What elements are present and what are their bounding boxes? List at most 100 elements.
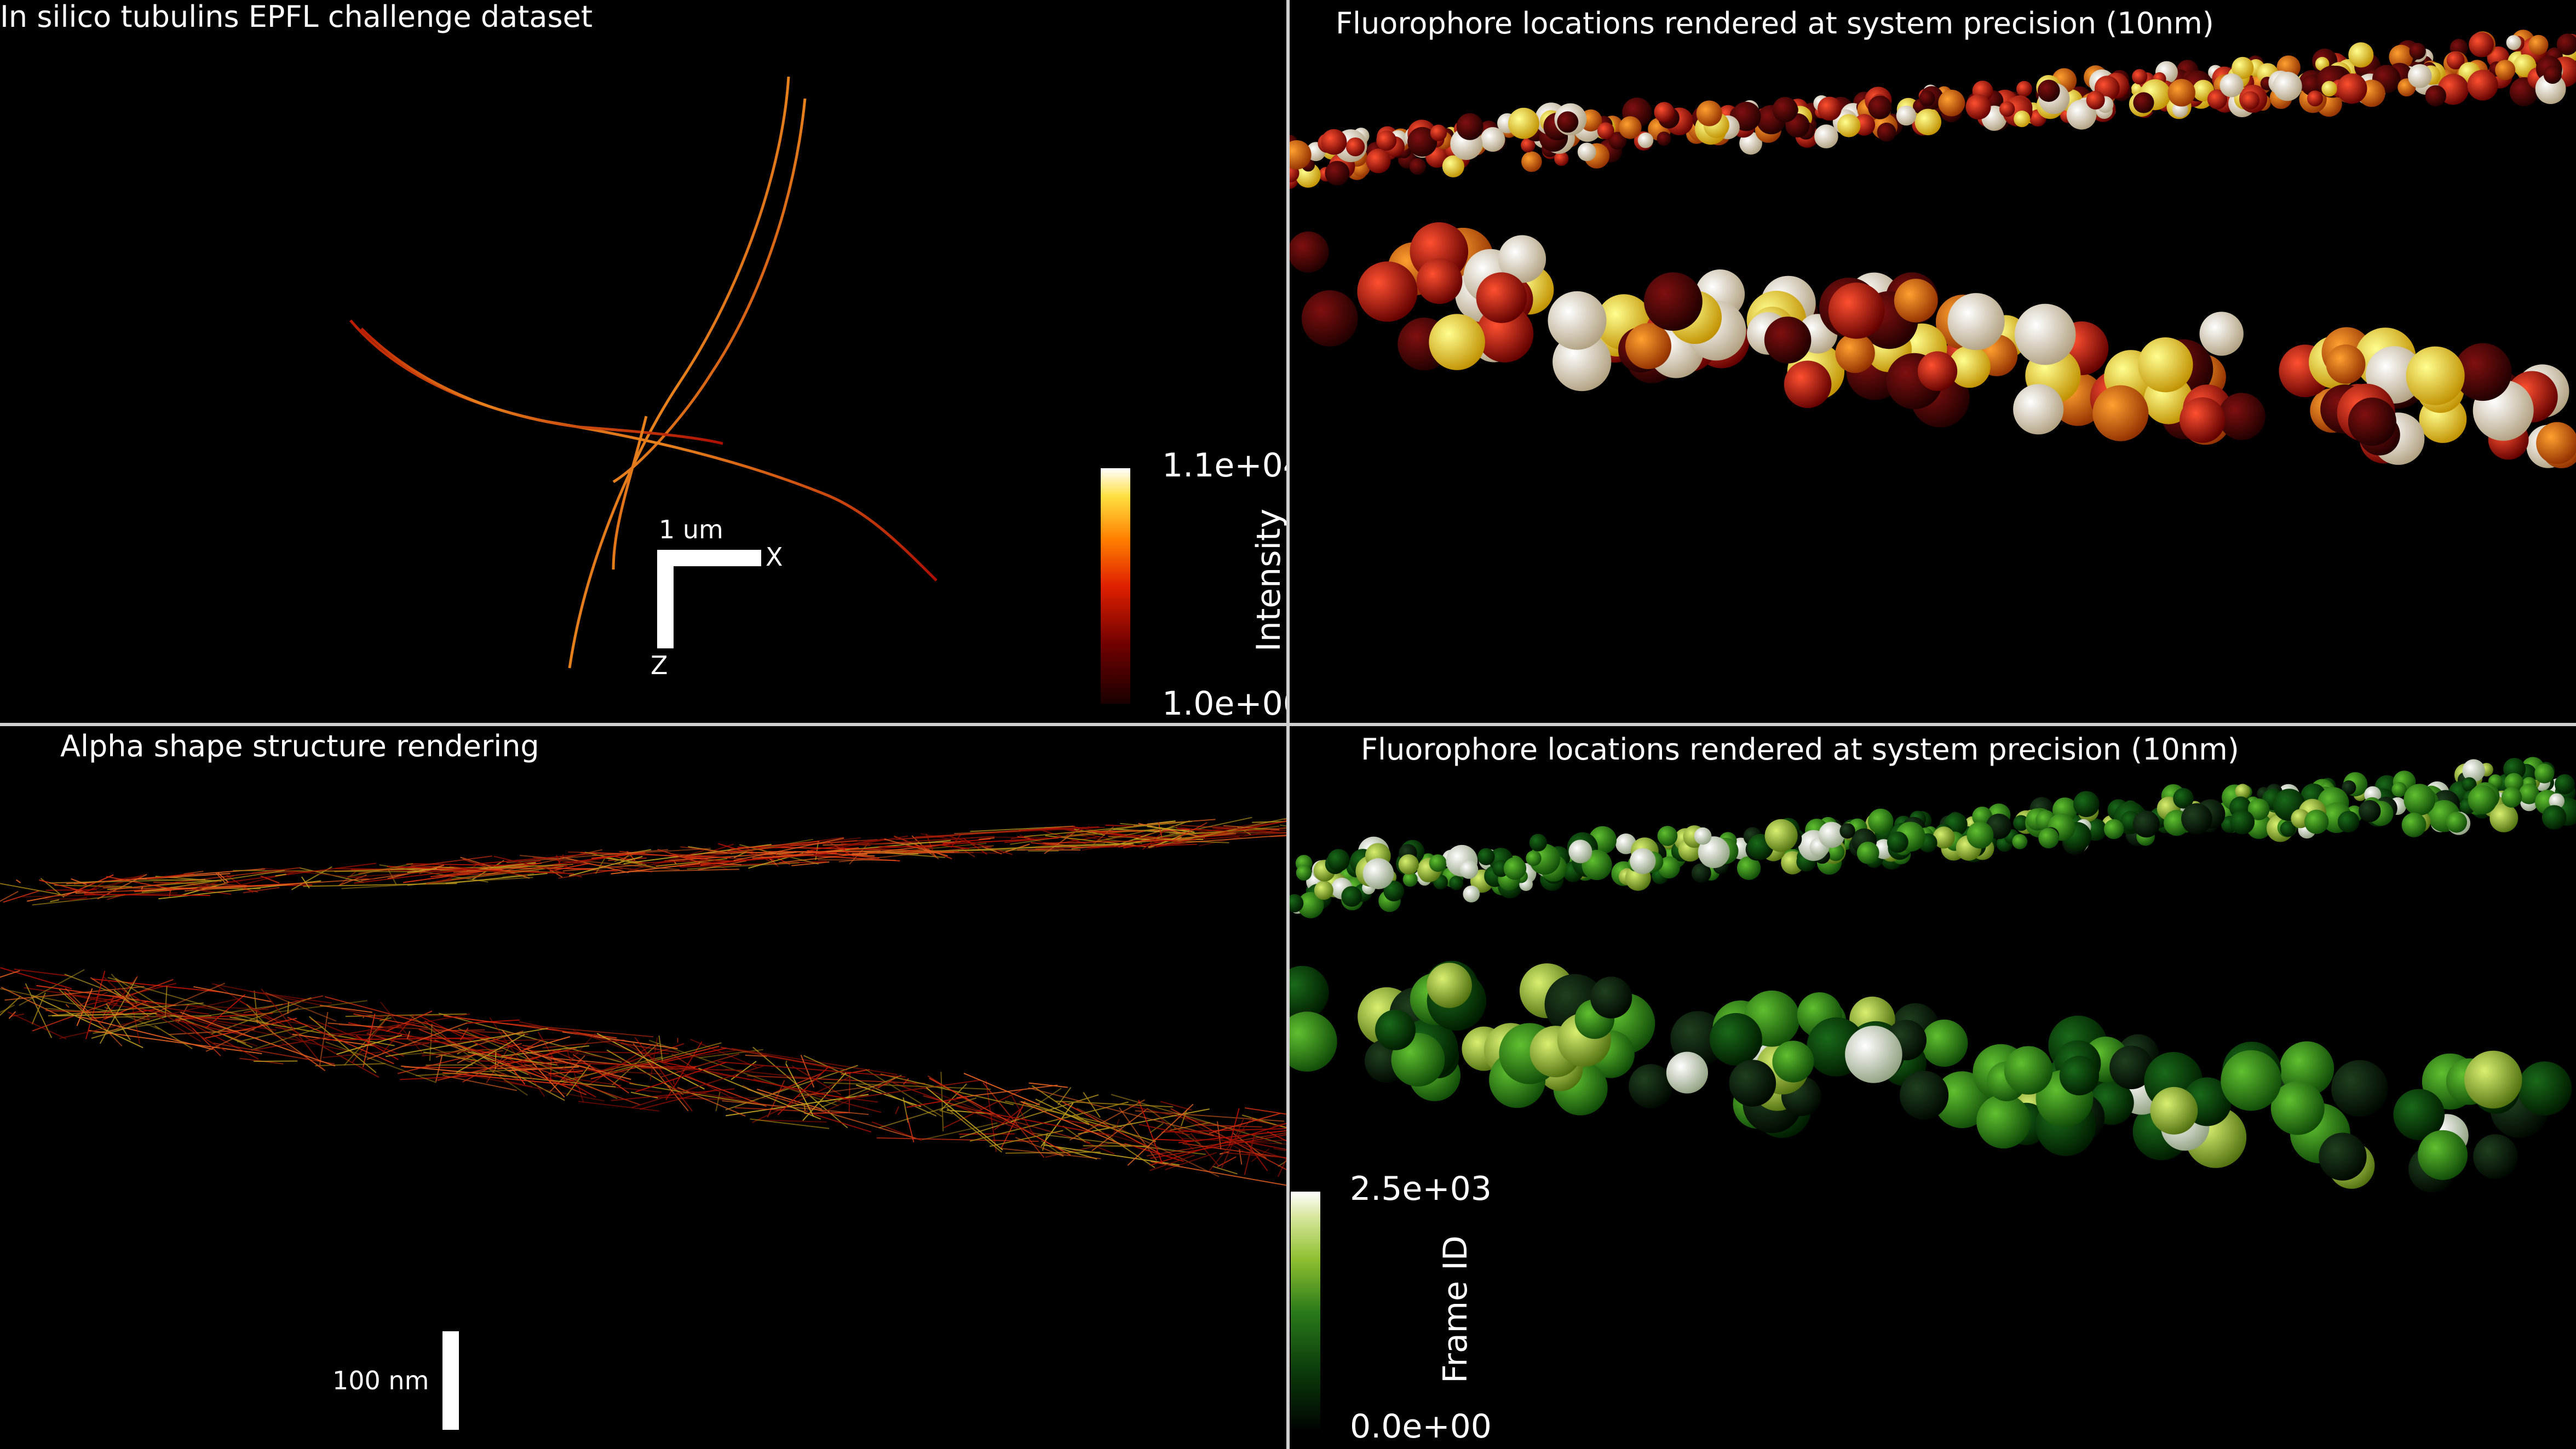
- mesh-edge: [507, 1066, 579, 1072]
- fluorophore-sphere: [1498, 235, 1546, 283]
- mesh-edge: [1078, 1108, 1210, 1135]
- mesh-edge: [339, 871, 357, 886]
- mesh-edge: [823, 1082, 991, 1090]
- fluorophore-sphere: [1402, 872, 1418, 887]
- mesh-edge: [1111, 1118, 1120, 1138]
- mesh-edge: [406, 1031, 411, 1039]
- fluorophore-sphere: [1290, 140, 1312, 170]
- fluorophore-sphere: [1965, 94, 1991, 120]
- fluorophore-sphere: [2321, 81, 2337, 97]
- fluorophore-sphere: [1896, 105, 1917, 126]
- fluorophore-sphere: [1657, 131, 1671, 146]
- fluorophore-sphere: [2467, 70, 2498, 101]
- mesh-edge: [36, 985, 176, 1007]
- mesh-edge: [486, 1021, 654, 1038]
- filament-2: [612, 98, 807, 484]
- mesh-edge: [1010, 824, 1146, 845]
- scale-bar-line: [442, 1331, 459, 1430]
- mesh-edge: [1277, 1158, 1286, 1177]
- fluorophore-sphere: [2556, 33, 2576, 55]
- fluorophore-sphere: [1694, 827, 1712, 845]
- mesh-edge: [757, 1089, 823, 1110]
- mesh-edge: [1209, 832, 1286, 837]
- mesh-edge: [672, 853, 743, 860]
- fluorophore-sphere: [2280, 821, 2296, 837]
- fluorophore-sphere: [1346, 137, 1365, 157]
- mesh-edge: [442, 1072, 578, 1086]
- fluorophore-sphere: [2534, 763, 2555, 784]
- mesh-edge: [672, 1079, 675, 1085]
- fluorophore-sphere: [1297, 892, 1324, 918]
- mesh-edge: [989, 1130, 1063, 1147]
- mesh-edge: [628, 850, 704, 872]
- mesh-edge: [671, 1053, 695, 1070]
- fluorophore-sphere: [2167, 79, 2195, 107]
- fluorophore-sphere: [2232, 56, 2254, 79]
- fluorophore-sphere: [2319, 1132, 2367, 1181]
- fluorophore-sphere: [2337, 73, 2367, 104]
- mesh-edge: [1040, 1102, 1074, 1147]
- fluorophore-sphere: [2389, 44, 2413, 69]
- mesh-edge: [731, 838, 814, 855]
- mesh-edge: [436, 878, 452, 882]
- mesh-edge: [1138, 1124, 1191, 1136]
- fluorophore-sphere: [1290, 965, 1329, 1020]
- mesh-edge: [1102, 833, 1183, 843]
- mesh-edge: [32, 979, 174, 1032]
- mesh-edge: [658, 1035, 664, 1063]
- fluorophore-sphere: [1409, 158, 1427, 175]
- fluorophore-sphere: [2409, 43, 2426, 60]
- panel-title: Fluorophore locations rendered at system…: [1361, 732, 2239, 767]
- mesh-edge: [1054, 1100, 1174, 1108]
- fluorophore-sphere: [1456, 113, 1484, 140]
- mesh-edge: [363, 1013, 376, 1068]
- colorbar-gradient: [1101, 468, 1130, 704]
- fluorophore-sphere: [2401, 813, 2427, 837]
- mesh-edge: [141, 870, 285, 893]
- mesh-edge: [111, 973, 137, 1004]
- fluorophore-sphere: [2230, 809, 2255, 835]
- fluorophore-sphere: [2348, 398, 2396, 446]
- mesh-edge: [906, 1096, 968, 1108]
- mesh-edge: [717, 1061, 906, 1078]
- fluorophore-sphere: [1407, 127, 1438, 157]
- mesh-edge: [922, 1122, 998, 1141]
- fluorophore-sphere: [2221, 1050, 2282, 1111]
- mesh-edge: [162, 1008, 259, 1060]
- mesh-edge: [1181, 1137, 1286, 1145]
- mesh-edge: [1011, 1095, 1034, 1136]
- fluorophore-sphere: [2132, 69, 2148, 85]
- fluorophore-sphere: [1327, 849, 1350, 872]
- fluorophore-sphere: [1729, 1060, 1776, 1107]
- mesh-edge: [397, 1043, 522, 1074]
- mesh-edge: [558, 869, 618, 879]
- x-axis-label: X: [766, 542, 783, 572]
- fluorophore-sphere: [1658, 856, 1680, 879]
- mesh-edge: [0, 996, 21, 1016]
- mesh-edge: [32, 995, 143, 1049]
- mesh-edge: [939, 1109, 953, 1115]
- mesh-edge: [639, 1067, 742, 1071]
- mesh-edge: [408, 1039, 519, 1080]
- mesh-edge: [24, 987, 210, 1015]
- mesh-edge: [680, 846, 726, 853]
- mesh-edge: [174, 1019, 259, 1039]
- mesh-edge: [325, 1041, 437, 1083]
- mesh-edge: [752, 1076, 850, 1123]
- fluorophore-sphere: [1383, 881, 1405, 901]
- mesh-edge: [1021, 1101, 1157, 1142]
- fluorophore-sphere: [1772, 1040, 1814, 1083]
- mesh-edge: [242, 888, 258, 893]
- fluorophore-sphere: [1521, 151, 1542, 173]
- mesh-edge: [1212, 1165, 1238, 1175]
- fluorophore-sphere: [1508, 107, 1539, 139]
- mesh-edge: [739, 844, 819, 865]
- horizontal-divider: [0, 723, 2576, 726]
- mesh-edge: [959, 1133, 1015, 1135]
- mesh-edge: [76, 988, 93, 1026]
- mesh-edge: [785, 1063, 814, 1117]
- fluorophore-sphere: [1839, 823, 1855, 839]
- mesh-edge: [807, 850, 879, 859]
- fluorophore-sphere: [1480, 127, 1505, 152]
- mesh-edge: [432, 1029, 485, 1032]
